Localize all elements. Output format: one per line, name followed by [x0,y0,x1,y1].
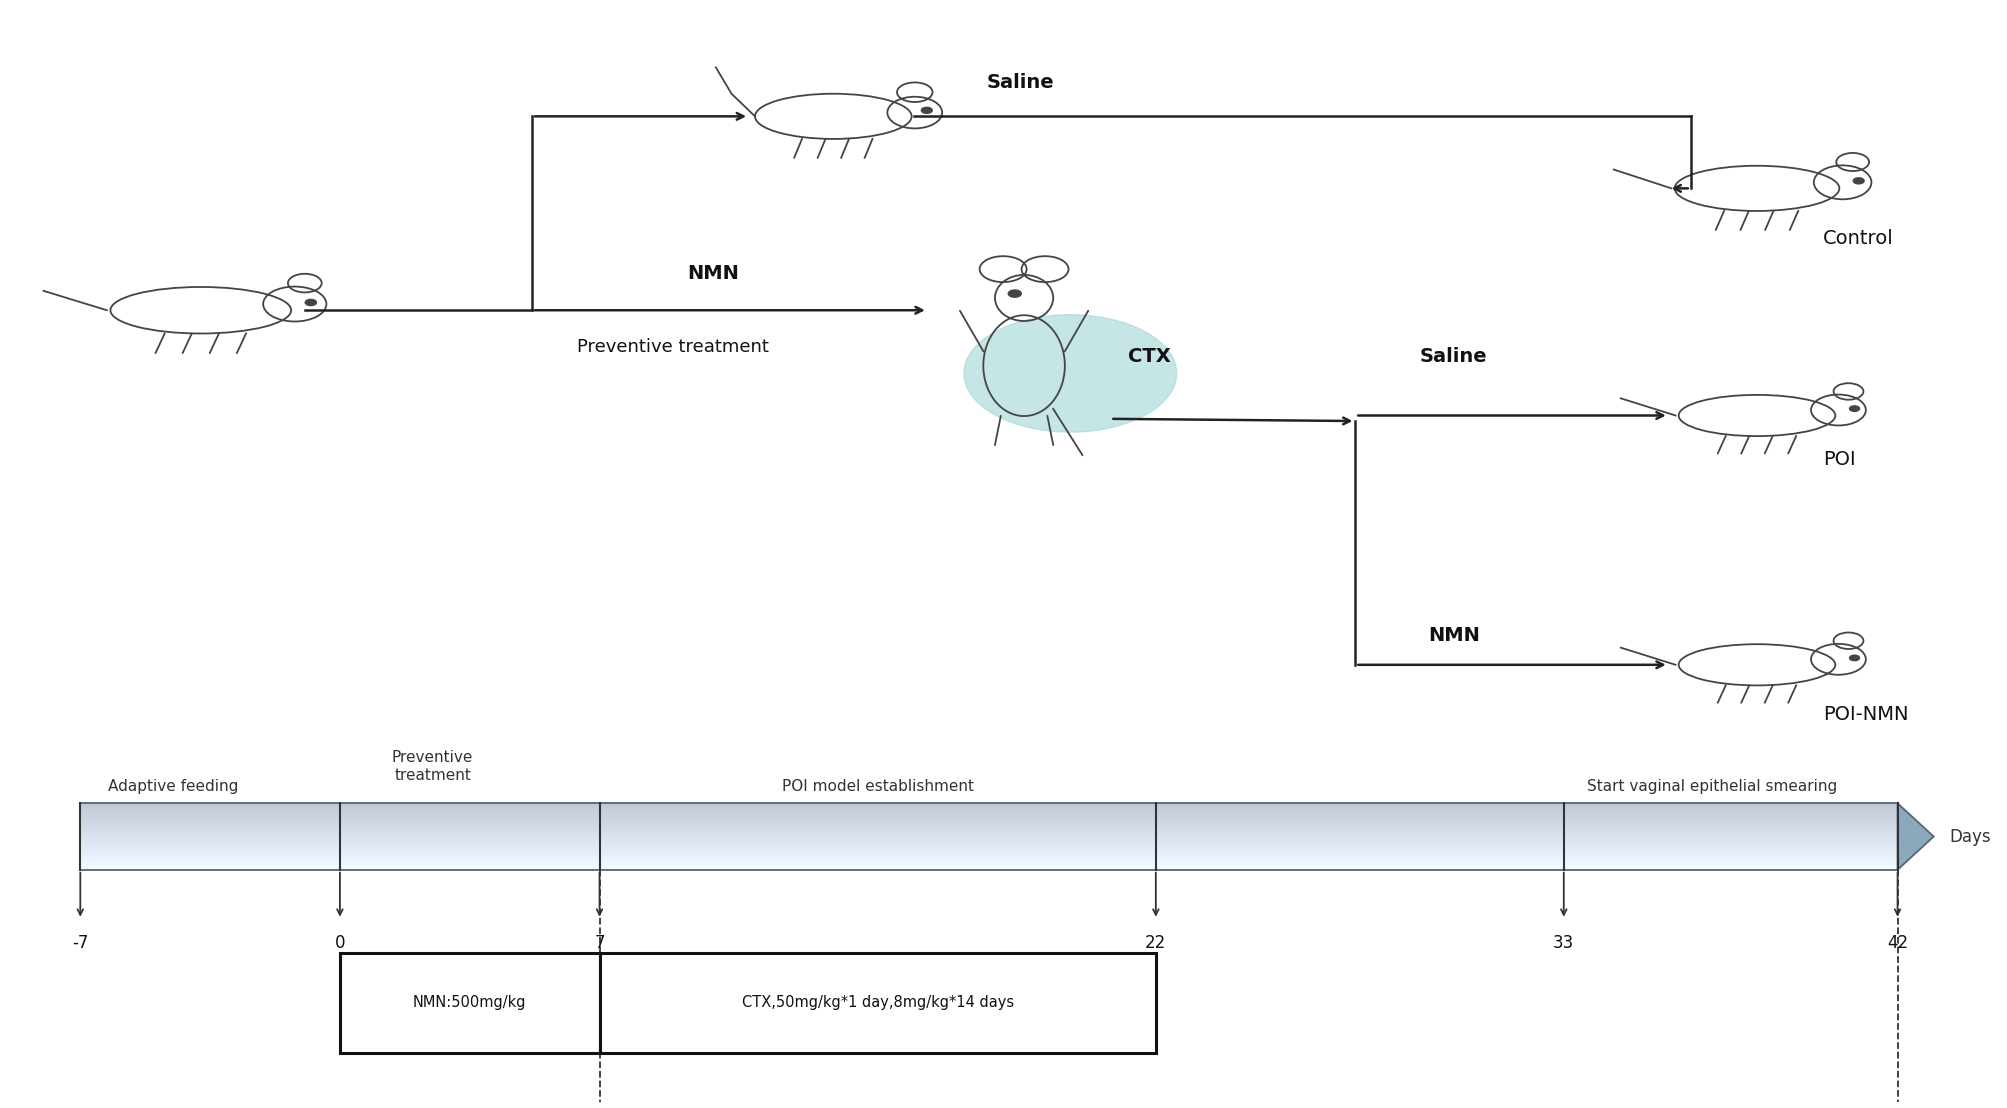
Bar [80,856,1897,859]
Text: NMN:500mg/kg: NMN:500mg/kg [413,995,526,1010]
Bar [80,863,1897,865]
Bar [80,808,1897,810]
Bar [80,861,1897,863]
Text: Start vaginal epithelial smearing: Start vaginal epithelial smearing [1586,779,1836,794]
Bar [80,865,1897,868]
Bar [80,850,1897,852]
Text: 42: 42 [1887,934,1907,952]
Circle shape [1008,290,1022,297]
FancyBboxPatch shape [339,953,600,1053]
Text: CTX: CTX [1128,347,1170,367]
Bar [80,854,1897,856]
Bar [80,848,1897,850]
FancyBboxPatch shape [600,953,1156,1053]
Bar [80,806,1897,808]
Text: Saline: Saline [1419,347,1487,366]
Bar [80,843,1897,845]
Text: Control: Control [1822,228,1893,248]
Bar [80,859,1897,861]
Bar [80,803,1897,806]
Bar [80,825,1897,828]
Text: CTX,50mg/kg*1 day,8mg/kg*14 days: CTX,50mg/kg*1 day,8mg/kg*14 days [741,995,1014,1010]
Bar [80,868,1897,870]
Circle shape [1852,177,1862,184]
Circle shape [305,299,317,306]
Bar [80,819,1897,821]
Text: POI model establishment: POI model establishment [781,779,973,794]
Text: POI: POI [1822,450,1854,470]
Circle shape [963,315,1176,432]
Text: 7: 7 [594,934,604,952]
Bar [80,814,1897,817]
Text: Preventive
treatment: Preventive treatment [391,750,474,783]
Bar [80,834,1897,837]
Bar [80,817,1897,819]
Text: 33: 33 [1551,934,1573,952]
Text: 0: 0 [335,934,345,952]
Bar [80,841,1897,843]
Circle shape [1848,406,1858,411]
Circle shape [921,107,931,113]
Bar [80,839,1897,841]
Bar [80,852,1897,854]
Text: NMN: NMN [686,264,739,283]
Bar [80,830,1897,832]
Bar [80,837,1897,839]
Text: Preventive treatment: Preventive treatment [576,338,769,356]
Bar [80,812,1897,814]
Text: Days: Days [1949,828,1991,845]
Text: 22: 22 [1144,934,1166,952]
Text: -7: -7 [72,934,88,952]
Text: Saline: Saline [985,73,1054,92]
Bar [80,810,1897,812]
Bar [80,821,1897,823]
Bar [80,845,1897,848]
Circle shape [1848,655,1858,660]
Polygon shape [1897,803,1933,870]
Text: NMN: NMN [1427,626,1479,645]
Bar [80,832,1897,834]
Text: Adaptive feeding: Adaptive feeding [108,779,239,794]
Text: POI-NMN: POI-NMN [1822,705,1909,725]
Bar [80,828,1897,830]
Bar [80,823,1897,825]
